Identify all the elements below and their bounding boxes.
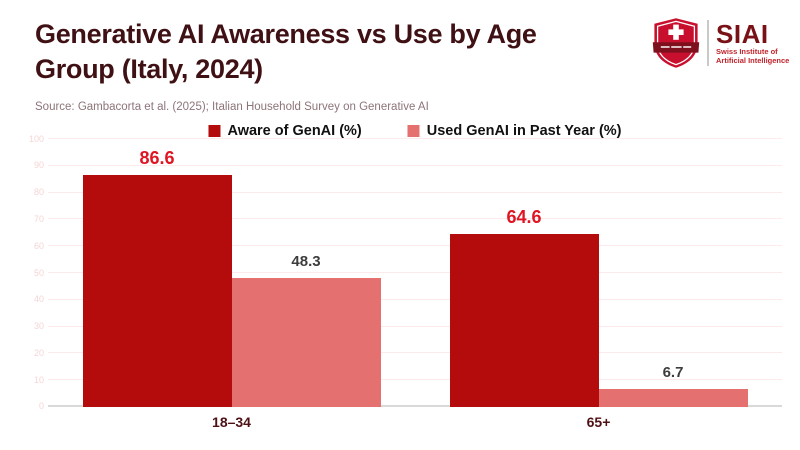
logo-divider bbox=[707, 20, 709, 66]
bar-group-65+: 64.6 6.7 65+ bbox=[449, 139, 748, 430]
legend-entry-aware: Aware of GenAI (%) bbox=[208, 123, 362, 139]
logo-text: SIAI Swiss Institute of Artificial Intel… bbox=[716, 21, 789, 65]
page-title-line2: Group (Italy, 2024) bbox=[35, 54, 263, 84]
legend-swatch-aware bbox=[208, 125, 221, 137]
ytick-label-80: 80 bbox=[33, 187, 44, 198]
plot-area: 0 10 20 30 40 50 60 70 80 90 100 Aware of GenAI (%… bbox=[29, 123, 782, 430]
chart-legend: Aware of GenAI (%) Used GenAI in Past Ye… bbox=[208, 123, 622, 139]
gridline-100: 100 bbox=[29, 134, 782, 144]
bar-value-label-65+-series-1: 6.7 bbox=[662, 364, 684, 382]
gridline-90: 90 bbox=[34, 160, 782, 170]
bar-18–34-series-0: 86.6 bbox=[82, 148, 232, 407]
bar-value-label-65+-series-0: 64.6 bbox=[506, 206, 542, 227]
gridline-20: 20 bbox=[34, 348, 782, 358]
ytick-label-60: 60 bbox=[33, 240, 44, 251]
bar-65+-series-1: 6.7 bbox=[598, 364, 748, 407]
bar-value-label-18–34-series-1: 48.3 bbox=[291, 252, 321, 270]
bar-65+-series-0: 64.6 bbox=[449, 207, 599, 407]
ytick-label-50: 50 bbox=[33, 267, 44, 278]
gridline-30: 30 bbox=[34, 321, 782, 331]
gridline-80: 80 bbox=[34, 187, 782, 197]
category-label-18–34: 18–34 bbox=[212, 414, 251, 430]
shield-swiss-cross-icon bbox=[652, 18, 700, 68]
ytick-label-90: 90 bbox=[33, 160, 44, 171]
legend-label-used: Used GenAI in Past Year (%) bbox=[426, 123, 622, 139]
bar-18–34-series-1: 48.3 bbox=[231, 253, 381, 407]
bars-layer: 86.6 48.3 18–34 64.6 6.7 65+ bbox=[48, 139, 782, 430]
siai-logo: SIAI Swiss Institute of Artificial Intel… bbox=[652, 16, 789, 70]
ytick-label-70: 70 bbox=[33, 213, 44, 224]
page-title: Generative AI Awareness vs Use by Age Gr… bbox=[35, 17, 635, 87]
legend-entry-used: Used GenAI in Past Year (%) bbox=[407, 123, 622, 139]
gridline-40: 40 bbox=[34, 294, 782, 304]
legend-label-aware: Aware of GenAI (%) bbox=[227, 123, 362, 139]
category-label-65+: 65+ bbox=[586, 414, 611, 430]
gridline-10: 10 bbox=[34, 375, 782, 385]
ytick-label-10: 10 bbox=[33, 374, 44, 385]
ytick-label-100: 100 bbox=[28, 133, 44, 144]
gridline-0: 0 bbox=[39, 401, 782, 411]
page-title-line1: Generative AI Awareness vs Use by Age bbox=[35, 19, 537, 49]
ytick-label-0: 0 bbox=[38, 401, 44, 411]
logo-subtitle-line2: Artificial Intelligence bbox=[716, 56, 790, 65]
ytick-label-30: 30 bbox=[33, 321, 44, 332]
gridline-60: 60 bbox=[34, 241, 782, 251]
logo-subtitle-line1: Swiss Institute of bbox=[716, 47, 778, 56]
bar-group-18–34: 86.6 48.3 18–34 bbox=[82, 139, 381, 430]
bar-value-label-18–34-series-0: 86.6 bbox=[139, 147, 175, 168]
ytick-label-20: 20 bbox=[33, 347, 44, 358]
logo-acronym: SIAI bbox=[716, 19, 769, 49]
gridline-50: 50 bbox=[34, 268, 782, 278]
ytick-label-40: 40 bbox=[33, 294, 44, 305]
source-citation: Source: Gambacorta et al. (2025); Italia… bbox=[35, 101, 429, 113]
legend-swatch-used bbox=[407, 125, 420, 137]
gridline-70: 70 bbox=[34, 214, 782, 224]
